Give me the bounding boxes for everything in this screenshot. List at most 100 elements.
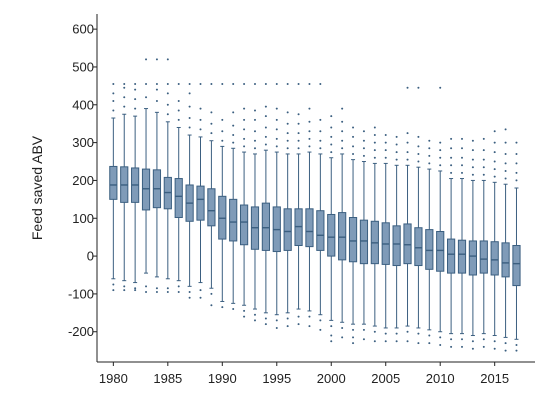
outlier-point <box>232 82 235 85</box>
box-1983 <box>141 58 151 294</box>
box-iqr <box>414 227 423 267</box>
outlier-point <box>406 158 409 161</box>
outlier-point <box>134 82 137 85</box>
outlier-point <box>417 145 420 148</box>
box-2004 <box>370 126 379 343</box>
outlier-point <box>210 82 213 85</box>
outlier-point <box>341 107 344 110</box>
box-iqr <box>141 168 151 211</box>
outlier-point <box>439 86 442 89</box>
outlier-point <box>308 107 311 110</box>
y-tick-label: 100 <box>72 211 94 226</box>
outlier-point <box>264 105 267 108</box>
outlier-point <box>145 82 148 85</box>
box-iqr <box>283 208 292 251</box>
outlier-point <box>450 164 453 167</box>
outlier-point <box>493 160 496 163</box>
outlier-point <box>199 107 202 110</box>
outlier-point <box>286 82 289 85</box>
outlier-point <box>286 122 289 125</box>
outlier-point <box>308 145 311 148</box>
outlier-point <box>253 313 256 316</box>
outlier-point <box>395 135 398 138</box>
outlier-point <box>319 328 322 331</box>
outlier-point <box>232 124 235 127</box>
box-2000 <box>327 115 336 343</box>
x-tick-label: 2005 <box>371 371 400 386</box>
outlier-point <box>221 139 224 142</box>
outlier-point <box>330 334 333 337</box>
outlier-point <box>243 128 246 131</box>
x-tick-label: 1990 <box>208 371 237 386</box>
outlier-point <box>243 137 246 140</box>
outlier-point <box>341 326 344 329</box>
y-tick-label: 600 <box>72 22 94 37</box>
outlier-point <box>362 130 365 133</box>
outlier-point <box>286 147 289 150</box>
outlier-point <box>221 118 224 121</box>
outlier-point <box>308 82 311 85</box>
outlier-point <box>123 82 126 85</box>
outlier-point <box>482 158 485 161</box>
box-1989 <box>207 82 216 307</box>
outlier-point <box>319 147 322 150</box>
outlier-point <box>384 134 387 137</box>
outlier-point <box>232 308 235 311</box>
outlier-point <box>232 141 235 144</box>
box-iqr <box>316 210 325 251</box>
outlier-point <box>352 342 355 345</box>
outlier-point <box>319 118 322 121</box>
box-2011 <box>447 137 456 348</box>
box-1995 <box>272 82 281 329</box>
outlier-point <box>373 126 376 129</box>
box-iqr <box>327 213 336 257</box>
outlier-point <box>221 130 224 133</box>
outlier-point <box>297 323 300 326</box>
outlier-point <box>515 171 518 174</box>
outlier-point <box>493 340 496 343</box>
outlier-point <box>210 111 213 114</box>
outlier-point <box>417 152 420 155</box>
box-2008 <box>414 86 423 345</box>
outlier-point <box>308 325 311 328</box>
box-1994 <box>261 82 270 326</box>
outlier-point <box>362 139 365 142</box>
outlier-point <box>428 147 431 150</box>
outlier-point <box>319 82 322 85</box>
y-tick-label: 0 <box>87 249 94 264</box>
outlier-point <box>319 139 322 142</box>
outlier-point <box>471 340 474 343</box>
tick-labels: -200 -100 0 100 200 300 400 500 600 1980 1985 1990 1… <box>68 22 509 386</box>
box-iqr <box>479 240 488 274</box>
outlier-point <box>166 82 169 85</box>
outlier-point <box>395 151 398 154</box>
outlier-point <box>417 342 420 345</box>
outlier-point <box>352 336 355 339</box>
outlier-point <box>362 328 365 331</box>
outlier-point <box>471 347 474 350</box>
x-tick-label: 1980 <box>99 371 128 386</box>
outlier-point <box>275 82 278 85</box>
box-iqr <box>207 188 216 227</box>
outlier-point <box>243 315 246 318</box>
outlier-point <box>253 147 256 150</box>
y-tick-label: 300 <box>72 135 94 150</box>
box-1988 <box>196 82 205 299</box>
outlier-point <box>210 122 213 125</box>
outlier-point <box>482 338 485 341</box>
outlier-point <box>123 86 126 89</box>
box-1991 <box>229 82 238 311</box>
outlier-point <box>493 130 496 133</box>
outlier-point <box>177 82 180 85</box>
outlier-point <box>210 304 213 307</box>
box-1997 <box>294 82 303 326</box>
outlier-point <box>395 332 398 335</box>
outlier-point <box>264 115 267 118</box>
box-2001 <box>338 107 347 339</box>
box-2005 <box>381 134 390 343</box>
outlier-point <box>461 137 463 140</box>
outlier-point <box>362 147 365 150</box>
outlier-point <box>515 162 518 165</box>
box-iqr <box>512 244 521 287</box>
outlier-point <box>352 135 355 138</box>
